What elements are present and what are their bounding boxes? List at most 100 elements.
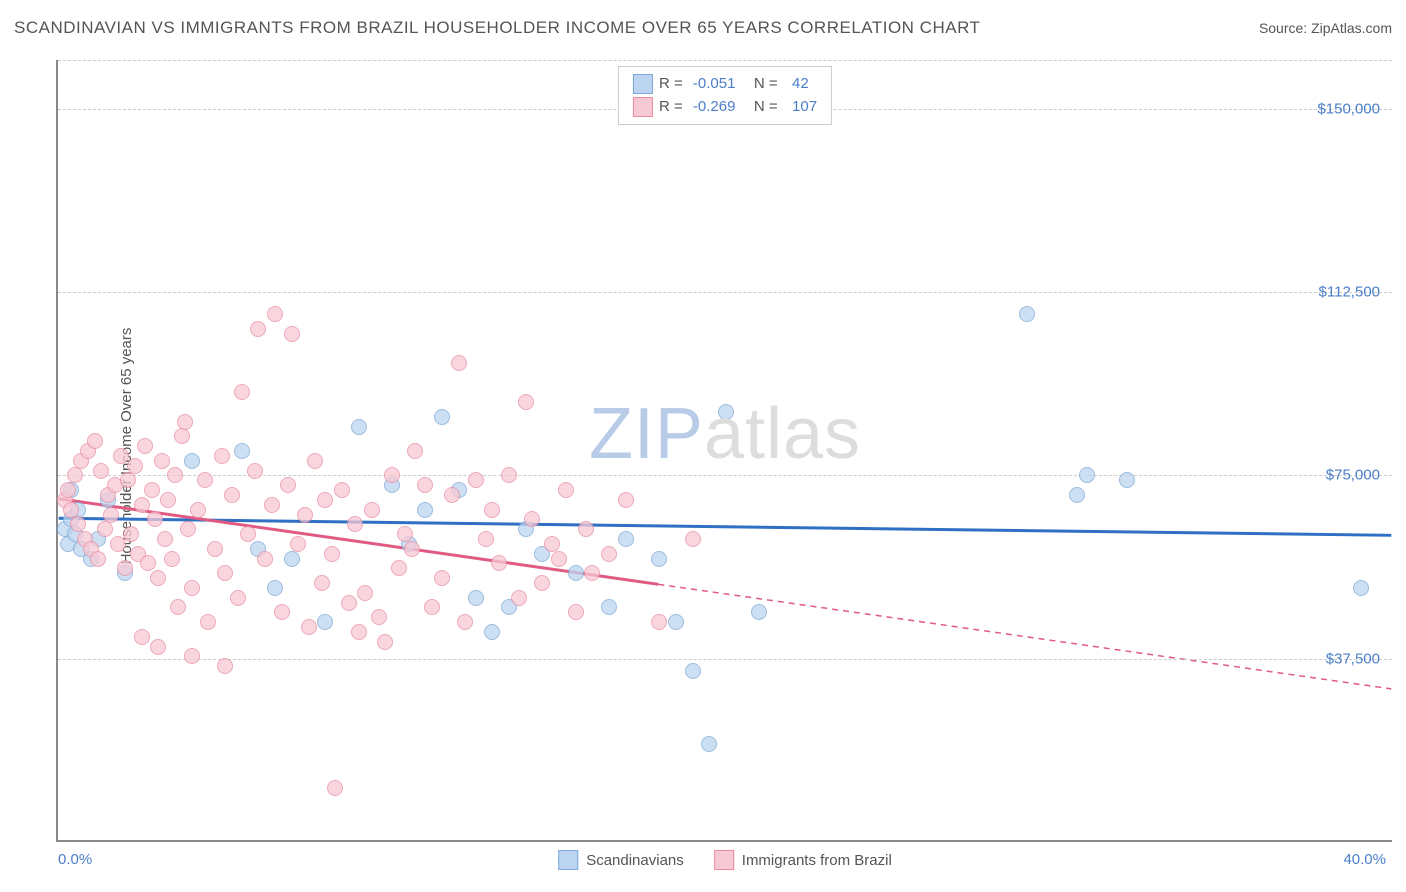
scatter-point xyxy=(618,531,634,547)
scatter-point xyxy=(484,502,500,518)
scatter-point xyxy=(274,604,290,620)
scatter-point xyxy=(267,580,283,596)
scatter-point xyxy=(60,482,76,498)
legend-r-value: -0.269 xyxy=(693,96,736,119)
scatter-point xyxy=(264,497,280,513)
legend-correlation-row: R = -0.051 N = 42 xyxy=(633,73,817,96)
scatter-point xyxy=(1069,487,1085,503)
trend-line xyxy=(59,518,1392,535)
scatter-point xyxy=(1079,467,1095,483)
scatter-point xyxy=(170,599,186,615)
scatter-point xyxy=(478,531,494,547)
scatter-point xyxy=(284,551,300,567)
scatter-point xyxy=(334,482,350,498)
scatter-point xyxy=(324,546,340,562)
scatter-point xyxy=(147,511,163,527)
scatter-point xyxy=(137,438,153,454)
scatter-point xyxy=(685,663,701,679)
scatter-point xyxy=(230,590,246,606)
legend-series-item: Scandinavians xyxy=(558,850,684,870)
legend-n-value: 42 xyxy=(792,73,809,96)
y-tick-label: $150,000 xyxy=(1317,100,1380,117)
scatter-point xyxy=(551,551,567,567)
scatter-point xyxy=(534,575,550,591)
scatter-point xyxy=(217,565,233,581)
y-tick-label: $112,500 xyxy=(1319,284,1380,301)
scatter-point xyxy=(685,531,701,547)
scatter-point xyxy=(240,526,256,542)
legend-series-item: Immigrants from Brazil xyxy=(714,850,892,870)
gridline xyxy=(58,60,1392,61)
scatter-point xyxy=(668,614,684,630)
scatter-point xyxy=(297,507,313,523)
legend-r-label: R = xyxy=(659,96,687,119)
scatter-point xyxy=(391,560,407,576)
legend-r-label: R = xyxy=(659,73,687,96)
scatter-point xyxy=(247,463,263,479)
legend-swatch xyxy=(714,850,734,870)
scatter-point xyxy=(150,639,166,655)
scatter-point xyxy=(290,536,306,552)
scatter-point xyxy=(651,551,667,567)
x-tick-label: 0.0% xyxy=(58,851,92,868)
scatter-point xyxy=(117,560,133,576)
scatter-point xyxy=(1119,472,1135,488)
scatter-point xyxy=(417,477,433,493)
scatter-point xyxy=(1019,306,1035,322)
scatter-point xyxy=(491,555,507,571)
legend-swatch xyxy=(633,97,653,117)
scatter-point xyxy=(200,614,216,630)
scatter-point xyxy=(397,526,413,542)
trend-line-dashed xyxy=(658,584,1391,689)
scatter-point xyxy=(511,590,527,606)
legend-correlation-row: R = -0.269 N = 107 xyxy=(633,96,817,119)
scatter-point xyxy=(103,507,119,523)
scatter-point xyxy=(167,467,183,483)
scatter-point xyxy=(184,580,200,596)
scatter-point xyxy=(434,570,450,586)
scatter-point xyxy=(164,551,180,567)
legend-correlation: R = -0.051 N = 42R = -0.269 N = 107 xyxy=(618,66,832,125)
scatter-point xyxy=(157,531,173,547)
scatter-point xyxy=(224,487,240,503)
scatter-point xyxy=(63,502,79,518)
scatter-point xyxy=(160,492,176,508)
trend-lines xyxy=(58,60,1392,840)
scatter-point xyxy=(177,414,193,430)
scatter-point xyxy=(377,634,393,650)
scatter-point xyxy=(327,780,343,796)
scatter-point xyxy=(317,492,333,508)
scatter-point xyxy=(651,614,667,630)
scatter-point xyxy=(404,541,420,557)
scatter-point xyxy=(317,614,333,630)
scatter-point xyxy=(217,658,233,674)
legend-swatch xyxy=(633,74,653,94)
scatter-point xyxy=(190,502,206,518)
scatter-point xyxy=(718,404,734,420)
y-tick-label: $75,000 xyxy=(1326,467,1380,484)
scatter-point xyxy=(524,511,540,527)
scatter-point xyxy=(618,492,634,508)
legend-n-label: N = xyxy=(741,73,786,96)
legend-swatch xyxy=(558,850,578,870)
scatter-point xyxy=(280,477,296,493)
legend-series-label: Scandinavians xyxy=(586,852,684,869)
scatter-point xyxy=(384,467,400,483)
scatter-point xyxy=(601,599,617,615)
scatter-point xyxy=(180,521,196,537)
scatter-point xyxy=(314,575,330,591)
scatter-point xyxy=(451,355,467,371)
scatter-point xyxy=(154,453,170,469)
legend-n-label: N = xyxy=(741,96,786,119)
scatter-point xyxy=(351,624,367,640)
scatter-point xyxy=(351,419,367,435)
scatter-point xyxy=(284,326,300,342)
scatter-point xyxy=(444,487,460,503)
scatter-point xyxy=(127,458,143,474)
scatter-point xyxy=(87,433,103,449)
scatter-point xyxy=(501,467,517,483)
scatter-point xyxy=(134,497,150,513)
scatter-point xyxy=(568,565,584,581)
scatter-point xyxy=(234,384,250,400)
legend-r-value: -0.051 xyxy=(693,73,736,96)
